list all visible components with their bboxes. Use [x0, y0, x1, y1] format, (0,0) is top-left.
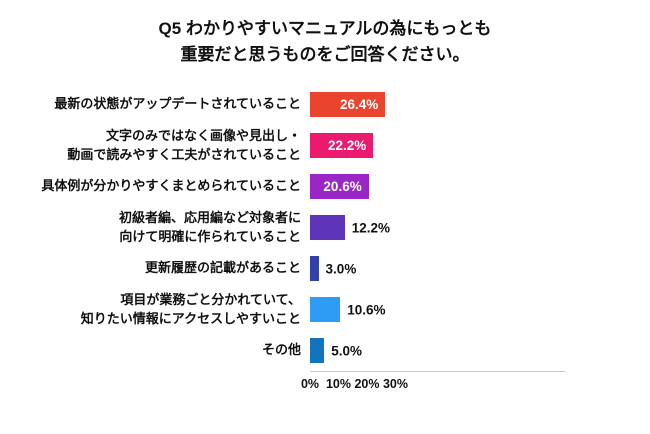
bar-row: 初級者編、応用編など対象者に 向けて明確に作られていること 12.2%	[0, 207, 650, 248]
bar-track: 26.4%	[310, 92, 565, 117]
category-label: 最新の状態がアップデートされていること	[0, 95, 310, 114]
x-tick: 10%	[325, 377, 352, 391]
bar-chart: 最新の状態がアップデートされていること 26.4% 文字のみではなく画像や見出し…	[0, 84, 650, 398]
category-label-line: 動画で読みやすく工夫がされていること	[67, 146, 301, 162]
category-label-line: 更新履歴の記載があること	[144, 260, 301, 276]
bar-value-label: 12.2%	[351, 220, 391, 235]
bar: 3.0%	[310, 256, 356, 281]
bar: 12.2%	[310, 215, 390, 240]
category-label-line: その他	[261, 342, 301, 358]
bar: 10.6%	[310, 297, 385, 322]
category-label-line: 知りたい情報にアクセスしやすいこと	[80, 310, 301, 326]
chart-title: Q5 わかりやすいマニュアルの為にもっとも 重要だと思うものをご回答ください。	[0, 16, 650, 69]
category-label-line: 項目が業務ごと分かれていて、	[120, 291, 301, 307]
category-label: 具体例が分かりやすくまとめられていること	[0, 177, 310, 196]
bar-value-label: 3.0%	[325, 261, 357, 276]
category-label-line: 具体例が分かりやすくまとめられていること	[41, 178, 301, 194]
bar-row: 更新履歴の記載があること 3.0%	[0, 248, 650, 289]
bar-value-label: 22.2%	[327, 138, 367, 153]
bar-row: その他 5.0%	[0, 330, 650, 371]
bar-row: 項目が業務ごと分かれていて、 知りたい情報にアクセスしやすいこと 10.6%	[0, 289, 650, 330]
bar-row: 具体例が分かりやすくまとめられていること 20.6%	[0, 166, 650, 207]
x-tick: 30%	[382, 377, 409, 391]
category-label-line: 最新の状態がアップデートされていること	[54, 96, 301, 112]
bar-track: 12.2%	[310, 215, 565, 240]
bar-track: 22.2%	[310, 133, 565, 158]
bar-value-label: 26.4%	[339, 97, 379, 112]
bar-row: 最新の状態がアップデートされていること 26.4%	[0, 84, 650, 125]
bar: 22.2%	[310, 133, 374, 158]
bar: 20.6%	[310, 174, 369, 199]
category-label: その他	[0, 341, 310, 360]
category-label: 更新履歴の記載があること	[0, 259, 310, 278]
bar: 5.0%	[310, 338, 362, 363]
category-label-line: 向けて明確に作られていること	[119, 228, 301, 244]
bar-track: 20.6%	[310, 174, 565, 199]
category-label: 初級者編、応用編など対象者に 向けて明確に作られていること	[0, 209, 310, 247]
category-label-line: 文字のみではなく画像や見出し・	[105, 127, 301, 143]
x-axis: 0% 10% 20% 30%	[0, 371, 650, 398]
x-tick: 20%	[354, 377, 380, 391]
chart-title-line-2: 重要だと思うものをご回答ください。	[180, 45, 470, 65]
bar-value-label: 5.0%	[331, 343, 363, 358]
x-tick: 0%	[300, 377, 320, 391]
category-label: 項目が業務ごと分かれていて、 知りたい情報にアクセスしやすいこと	[0, 291, 310, 329]
chart-title-line-1: Q5 わかりやすいマニュアルの為にもっとも	[158, 19, 492, 38]
bar-track: 10.6%	[310, 297, 565, 322]
bar-track: 3.0%	[310, 256, 565, 281]
bar-track: 5.0%	[310, 338, 565, 363]
category-label: 文字のみではなく画像や見出し・ 動画で読みやすく工夫がされていること	[0, 127, 310, 165]
bar: 26.4%	[310, 92, 386, 117]
category-label-line: 初級者編、応用編など対象者に	[118, 209, 301, 225]
x-axis-line: 0% 10% 20% 30%	[301, 371, 565, 398]
bar-value-label: 10.6%	[347, 302, 386, 317]
bar-value-label: 20.6%	[323, 179, 362, 194]
bar-row: 文字のみではなく画像や見出し・ 動画で読みやすく工夫がされていること 22.2%	[0, 125, 650, 166]
